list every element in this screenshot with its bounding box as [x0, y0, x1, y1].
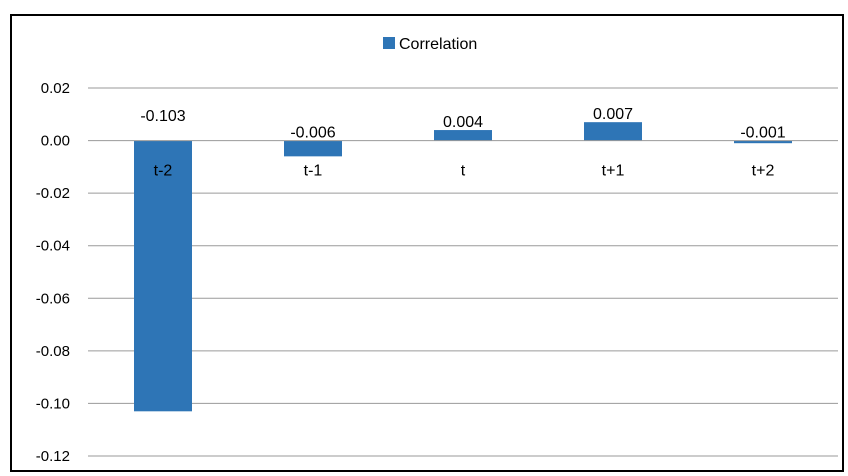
- category-label: t: [461, 163, 466, 180]
- bars: [88, 122, 838, 412]
- y-tick-label: -0.08: [36, 343, 70, 360]
- category-label: t+2: [752, 163, 775, 180]
- category-labels: t-2 t-1 t t+1 t+2: [154, 163, 775, 180]
- y-tick-label: 0.00: [41, 133, 70, 150]
- y-tick-label: -0.04: [36, 238, 70, 255]
- gridlines: [88, 87, 838, 457]
- y-axis-ticks: 0.02 0.00 -0.02 -0.04 -0.06 -0.08 -0.10 -0.12: [36, 80, 70, 465]
- data-label: 0.007: [593, 106, 633, 123]
- y-tick-label: -0.02: [36, 185, 70, 202]
- y-tick-label: -0.10: [36, 395, 70, 412]
- bar: [434, 130, 492, 141]
- category-label: t-1: [304, 163, 323, 180]
- data-label: -0.103: [140, 108, 185, 125]
- bar: [584, 122, 642, 141]
- data-label: 0.004: [443, 114, 483, 131]
- y-tick-label: -0.12: [36, 448, 70, 465]
- legend-swatch: [383, 37, 395, 49]
- category-label: t+1: [602, 163, 625, 180]
- category-label: t-2: [154, 163, 173, 180]
- bar: [734, 140, 792, 144]
- y-tick-label: -0.06: [36, 290, 70, 307]
- bar: [134, 140, 192, 412]
- y-tick-label: 0.02: [41, 80, 70, 97]
- data-label: -0.006: [290, 125, 335, 142]
- data-label: -0.001: [740, 125, 785, 142]
- legend-label: Correlation: [399, 36, 477, 53]
- bar: [284, 140, 342, 157]
- legend: Correlation: [383, 36, 477, 53]
- data-labels: -0.103 -0.006 0.004 0.007 -0.001: [140, 106, 785, 141]
